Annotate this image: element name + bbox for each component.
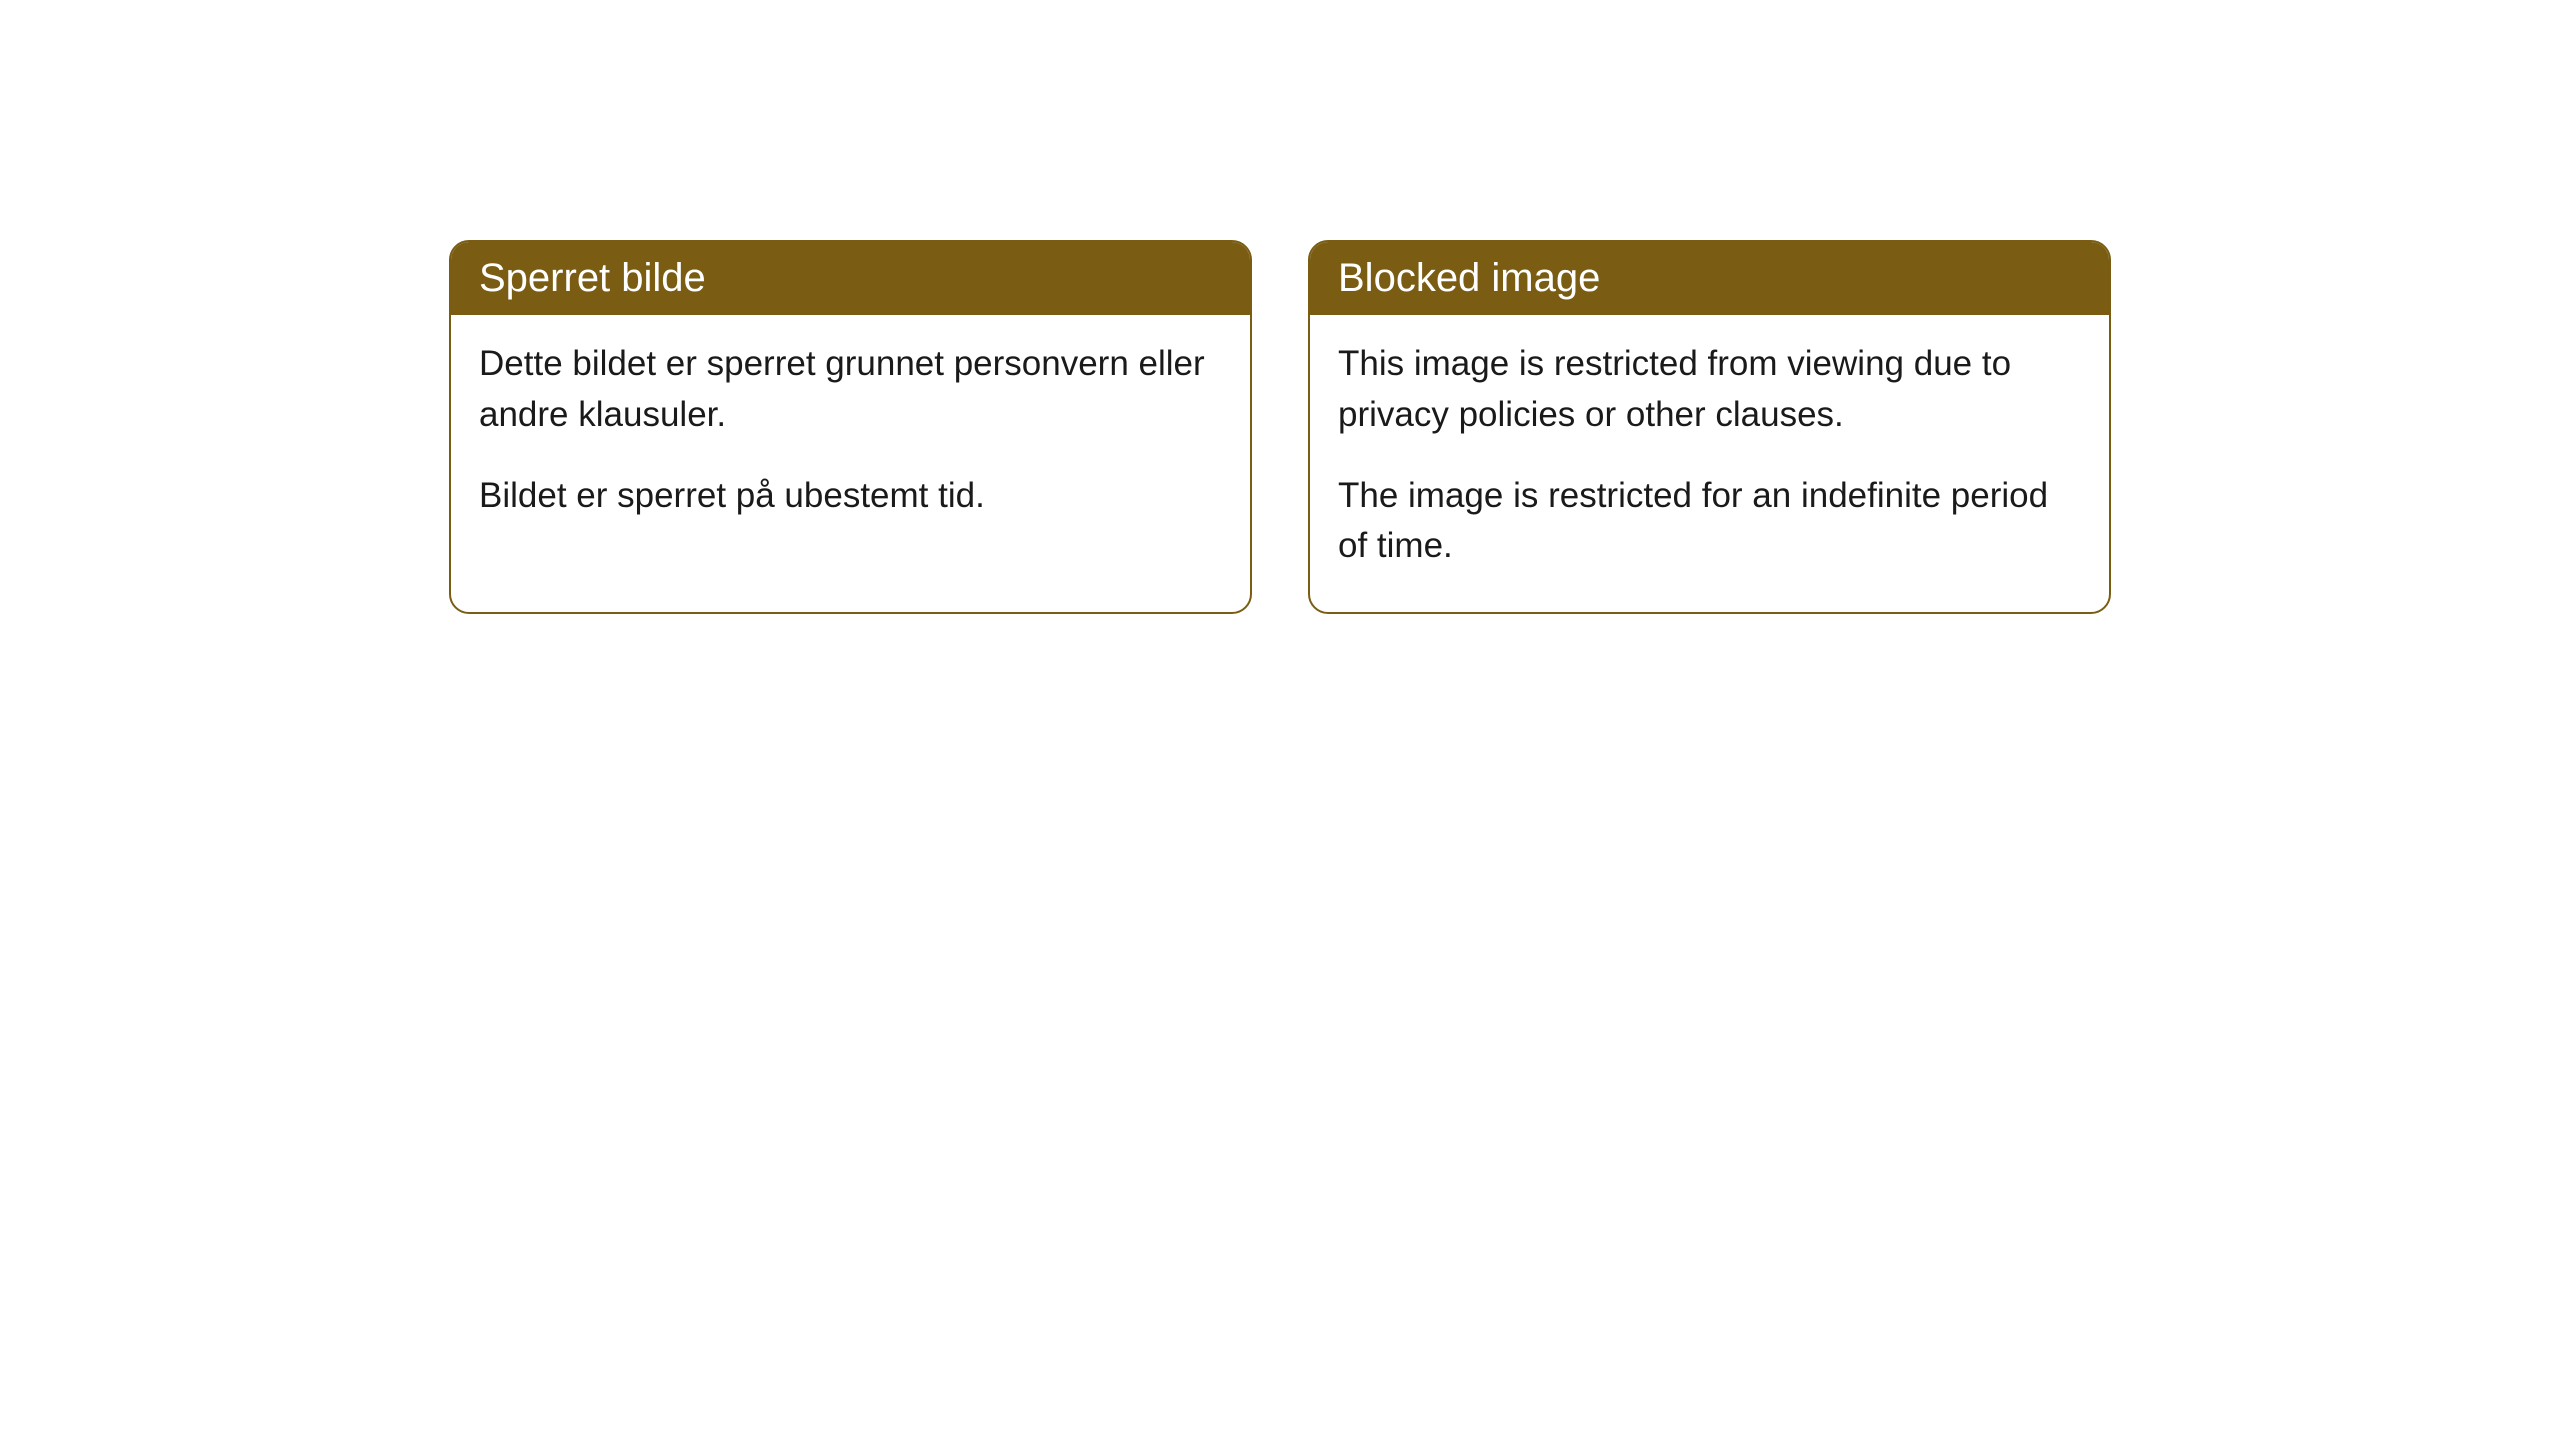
card-paragraph: This image is restricted from viewing du… xyxy=(1338,339,2081,441)
card-header: Sperret bilde xyxy=(451,242,1250,315)
card-body: Dette bildet er sperret grunnet personve… xyxy=(451,315,1250,561)
blocked-image-card-norwegian: Sperret bilde Dette bildet er sperret gr… xyxy=(449,240,1252,614)
card-title: Sperret bilde xyxy=(479,256,706,300)
notice-container: Sperret bilde Dette bildet er sperret gr… xyxy=(0,0,2560,614)
card-title: Blocked image xyxy=(1338,256,1600,300)
card-paragraph: The image is restricted for an indefinit… xyxy=(1338,471,2081,573)
card-body: This image is restricted from viewing du… xyxy=(1310,315,2109,612)
card-header: Blocked image xyxy=(1310,242,2109,315)
blocked-image-card-english: Blocked image This image is restricted f… xyxy=(1308,240,2111,614)
card-paragraph: Bildet er sperret på ubestemt tid. xyxy=(479,471,1222,522)
card-paragraph: Dette bildet er sperret grunnet personve… xyxy=(479,339,1222,441)
